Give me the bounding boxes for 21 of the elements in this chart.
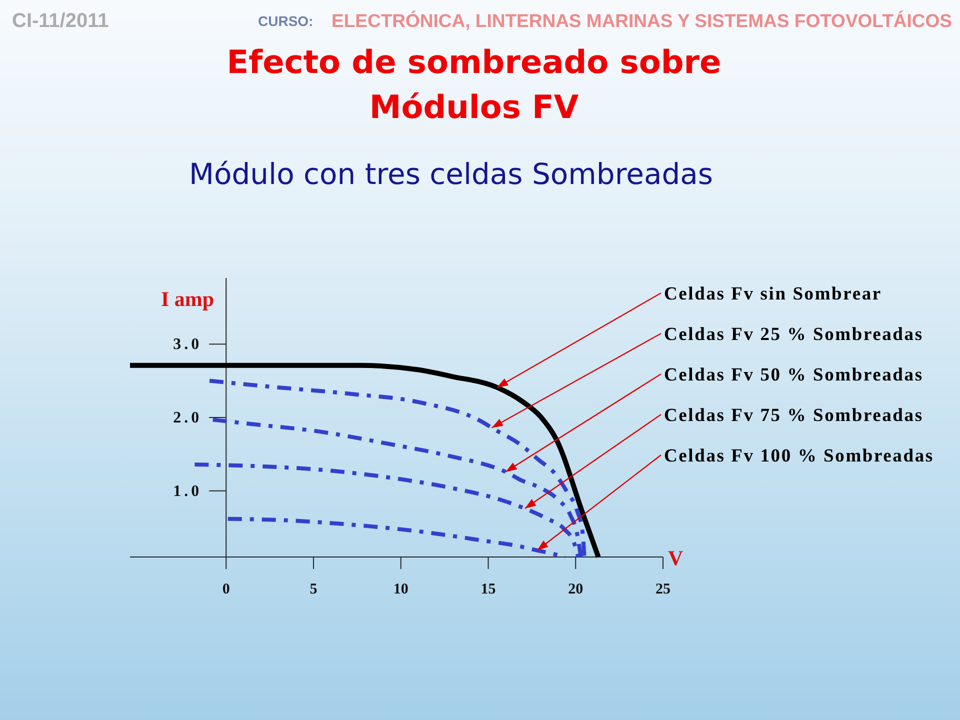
annotation: Celdas Fv 50 % Sombreadas: [664, 365, 924, 386]
y-tick-label: 3.0: [173, 336, 202, 354]
x-tick-label: 25: [656, 582, 670, 598]
annotation: Celdas Fv 75 % Sombreadas: [664, 406, 924, 426]
chart-subtitle: Módulo con tres celdas Sombreadas: [188, 157, 714, 191]
chart-title: Efecto de sombreado sobre Módulos FV: [226, 43, 722, 126]
y-tick-label: 2.0: [173, 410, 202, 427]
x-axis-title: V: [668, 546, 684, 570]
x-tick-label: 0: [222, 582, 230, 598]
annotation: Celdas Fv sin Sombrear: [664, 284, 882, 304]
y-tick-label: 1.0: [173, 483, 202, 500]
annotation: Celdas Fv 100 % Sombreadas: [664, 446, 934, 466]
text: ELECTRÓNICA, LINTERNAS MARINAS Y SISTEMAS FOTOVOLTÁICOS: [332, 10, 952, 31]
x-tick-label: 10: [393, 582, 408, 598]
x-tick-label: 5: [310, 582, 318, 598]
text: CI-11/2011: [12, 10, 109, 32]
annotation: Celdas Fv 25 % Sombreadas: [664, 324, 924, 345]
x-tick-label: 20: [568, 582, 584, 598]
x-tick-label: 15: [480, 582, 496, 598]
text: CURSO:: [258, 13, 314, 29]
y-axis-title: I amp: [161, 287, 214, 311]
